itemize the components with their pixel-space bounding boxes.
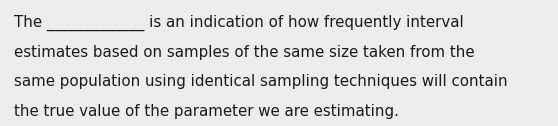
Text: The _____________ is an indication of how frequently interval: The _____________ is an indication of ho… (14, 15, 464, 31)
Text: estimates based on samples of the same size taken from the: estimates based on samples of the same s… (14, 45, 474, 60)
Text: the true value of the parameter we are estimating.: the true value of the parameter we are e… (14, 104, 399, 119)
Text: same population using identical sampling techniques will contain: same population using identical sampling… (14, 74, 508, 89)
